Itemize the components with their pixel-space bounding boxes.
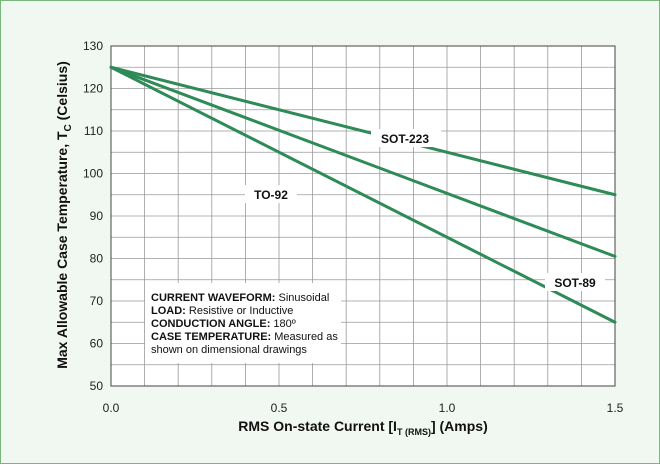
x-axis-label: RMS On-state Current [IT (RMS)] (Amps) [238,418,487,437]
plot-border [110,45,616,387]
note-line-5: shown on dimensional drawings [151,344,307,356]
sot89-label-bg [545,273,605,291]
to92-label-bg [245,185,297,203]
series-label-to92: TO-92 [254,188,288,202]
series-label-sot223: SOT-223 [381,132,429,146]
x-tick-label: 1.5 [607,401,624,415]
y-tick-label: 130 [83,39,103,53]
y-axis-label: Max Allowable Case Temperature, TC (Cels… [54,61,74,369]
note-line-1: CURRENT WAVEFORM: Sinusoidal [151,292,329,304]
axes: 50 60 70 80 90 100 110 120 130 0.0 0.5 1.0 1.5 [83,39,624,415]
note-line-4: CASE TEMPERATURE: Measured as [151,331,338,343]
x-tick-label: 1.0 [439,401,456,415]
y-tick-label: 50 [90,379,104,393]
series-line-sot-89 [109,65,617,258]
y-tick-label: 80 [90,252,104,266]
y-tick-label: 120 [83,82,103,96]
y-tick-label: 90 [90,209,104,223]
y-tick-label: 70 [90,294,104,308]
note-line-3: CONDUCTION ANGLE: 180º [151,318,296,330]
y-tick-label: 110 [84,124,103,138]
x-tick-label: 0.5 [271,401,288,415]
note-line-2: LOAD: Resistive or Inductive [151,305,293,317]
y-tick-label: 60 [90,337,104,351]
x-tick-label: 0.0 [103,401,120,415]
series-line-to-92 [109,65,617,324]
series-label-sot89: SOT-89 [554,276,596,290]
series-line-sot-223 [109,65,617,197]
y-tick-label: 100 [83,167,103,181]
note-box [145,283,341,363]
sot223-label-bg [371,129,441,147]
series-lines [109,65,617,324]
